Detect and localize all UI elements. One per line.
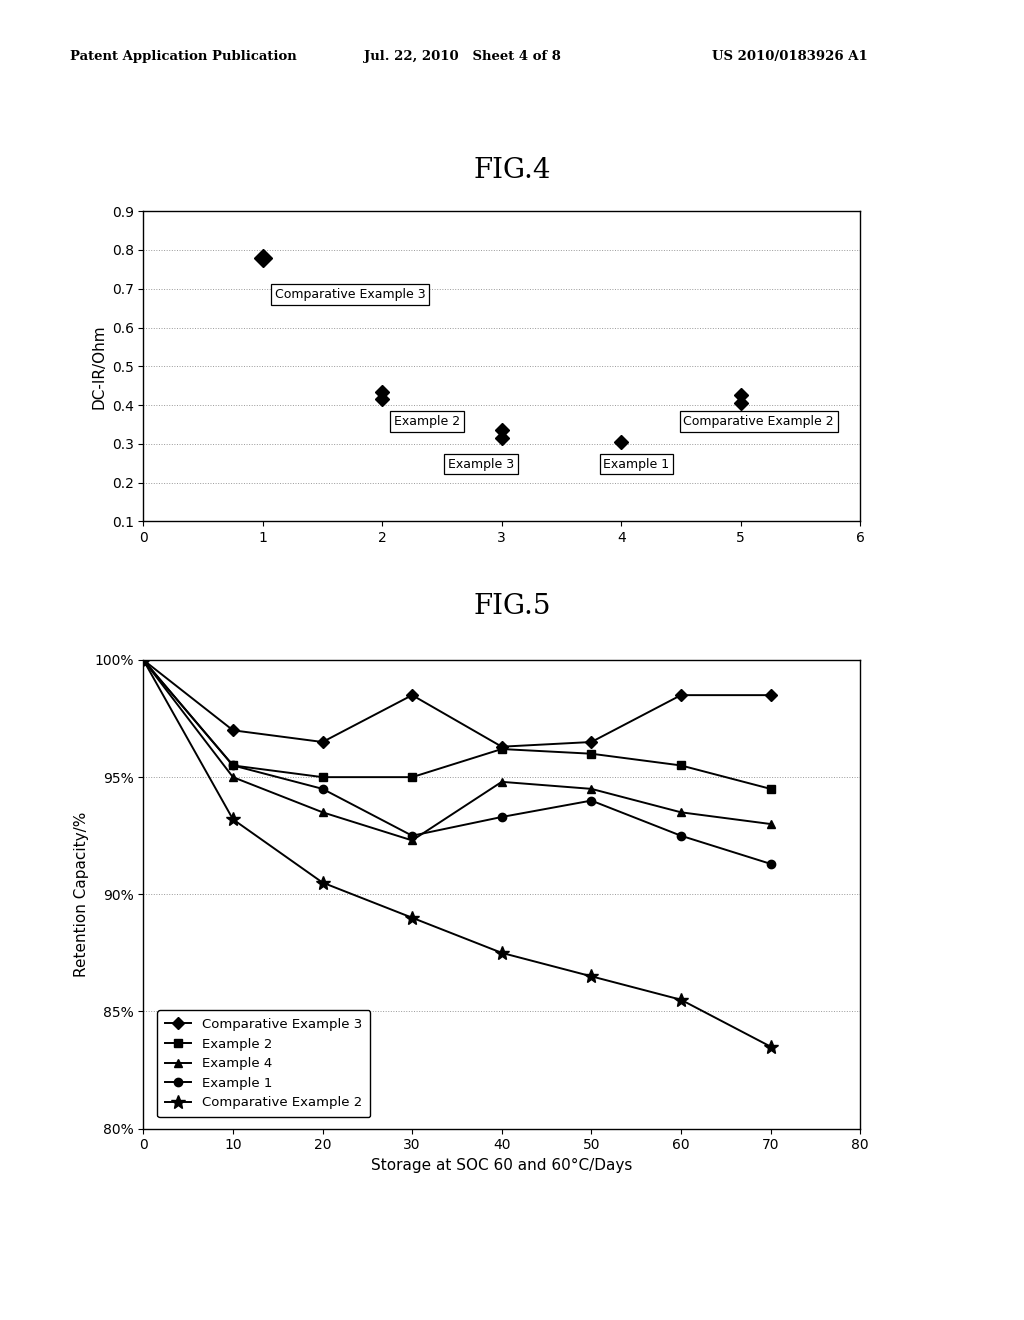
Example 2 <box>406 770 418 785</box>
Comparative Example 2 <box>764 1039 776 1055</box>
Text: Example 2: Example 2 <box>394 414 461 428</box>
Example 2 <box>675 758 687 774</box>
Example 4 <box>675 804 687 820</box>
Line: Example 1: Example 1 <box>139 656 775 869</box>
Example 1 <box>585 792 597 808</box>
Example 4 <box>137 652 150 668</box>
Example 2 <box>316 770 329 785</box>
Comparative Example 2 <box>316 875 329 891</box>
Example 2 <box>137 652 150 668</box>
Example 2 <box>227 758 240 774</box>
Text: Comparative Example 2: Comparative Example 2 <box>683 414 834 428</box>
Example 1 <box>406 828 418 843</box>
Text: Comparative Example 3: Comparative Example 3 <box>274 288 425 301</box>
Line: Comparative Example 2: Comparative Example 2 <box>136 653 777 1053</box>
Line: Comparative Example 3: Comparative Example 3 <box>139 656 775 751</box>
Example 2 <box>496 741 508 756</box>
Text: FIG.5: FIG.5 <box>473 593 551 620</box>
Example 1 <box>316 781 329 797</box>
Text: US 2010/0183926 A1: US 2010/0183926 A1 <box>712 50 867 63</box>
Comparative Example 3 <box>585 734 597 750</box>
Legend: Comparative Example 3, Example 2, Example 4, Example 1, Comparative Example 2: Comparative Example 3, Example 2, Exampl… <box>157 1010 370 1117</box>
Comparative Example 3 <box>675 688 687 704</box>
Comparative Example 3 <box>764 688 776 704</box>
Example 1 <box>496 809 508 825</box>
Text: Patent Application Publication: Patent Application Publication <box>70 50 296 63</box>
X-axis label: Storage at SOC 60 and 60°C/Days: Storage at SOC 60 and 60°C/Days <box>371 1158 633 1173</box>
Example 4 <box>585 781 597 797</box>
Comparative Example 2 <box>675 991 687 1007</box>
Y-axis label: Retention Capacity/%: Retention Capacity/% <box>74 812 89 977</box>
Text: FIG.4: FIG.4 <box>473 157 551 185</box>
Comparative Example 3 <box>496 739 508 755</box>
Comparative Example 2 <box>496 945 508 961</box>
Comparative Example 3 <box>406 688 418 704</box>
Y-axis label: DC-IR/Ohm: DC-IR/Ohm <box>91 323 106 409</box>
Example 4 <box>496 774 508 789</box>
Example 1 <box>227 758 240 774</box>
Example 2 <box>585 746 597 762</box>
Comparative Example 2 <box>227 812 240 828</box>
Example 4 <box>406 833 418 849</box>
Example 1 <box>764 855 776 871</box>
Example 1 <box>137 652 150 668</box>
Comparative Example 2 <box>406 909 418 925</box>
Comparative Example 2 <box>137 652 150 668</box>
Example 2 <box>764 781 776 797</box>
Example 4 <box>227 770 240 785</box>
Comparative Example 3 <box>137 652 150 668</box>
Example 4 <box>316 804 329 820</box>
Example 4 <box>764 816 776 832</box>
Line: Example 4: Example 4 <box>139 656 775 845</box>
Text: Example 3: Example 3 <box>447 458 514 470</box>
Comparative Example 3 <box>227 722 240 738</box>
Comparative Example 2 <box>585 969 597 985</box>
Comparative Example 3 <box>316 734 329 750</box>
Line: Example 2: Example 2 <box>139 656 775 793</box>
Text: Example 1: Example 1 <box>603 458 670 470</box>
Text: Jul. 22, 2010   Sheet 4 of 8: Jul. 22, 2010 Sheet 4 of 8 <box>364 50 560 63</box>
Example 1 <box>675 828 687 843</box>
